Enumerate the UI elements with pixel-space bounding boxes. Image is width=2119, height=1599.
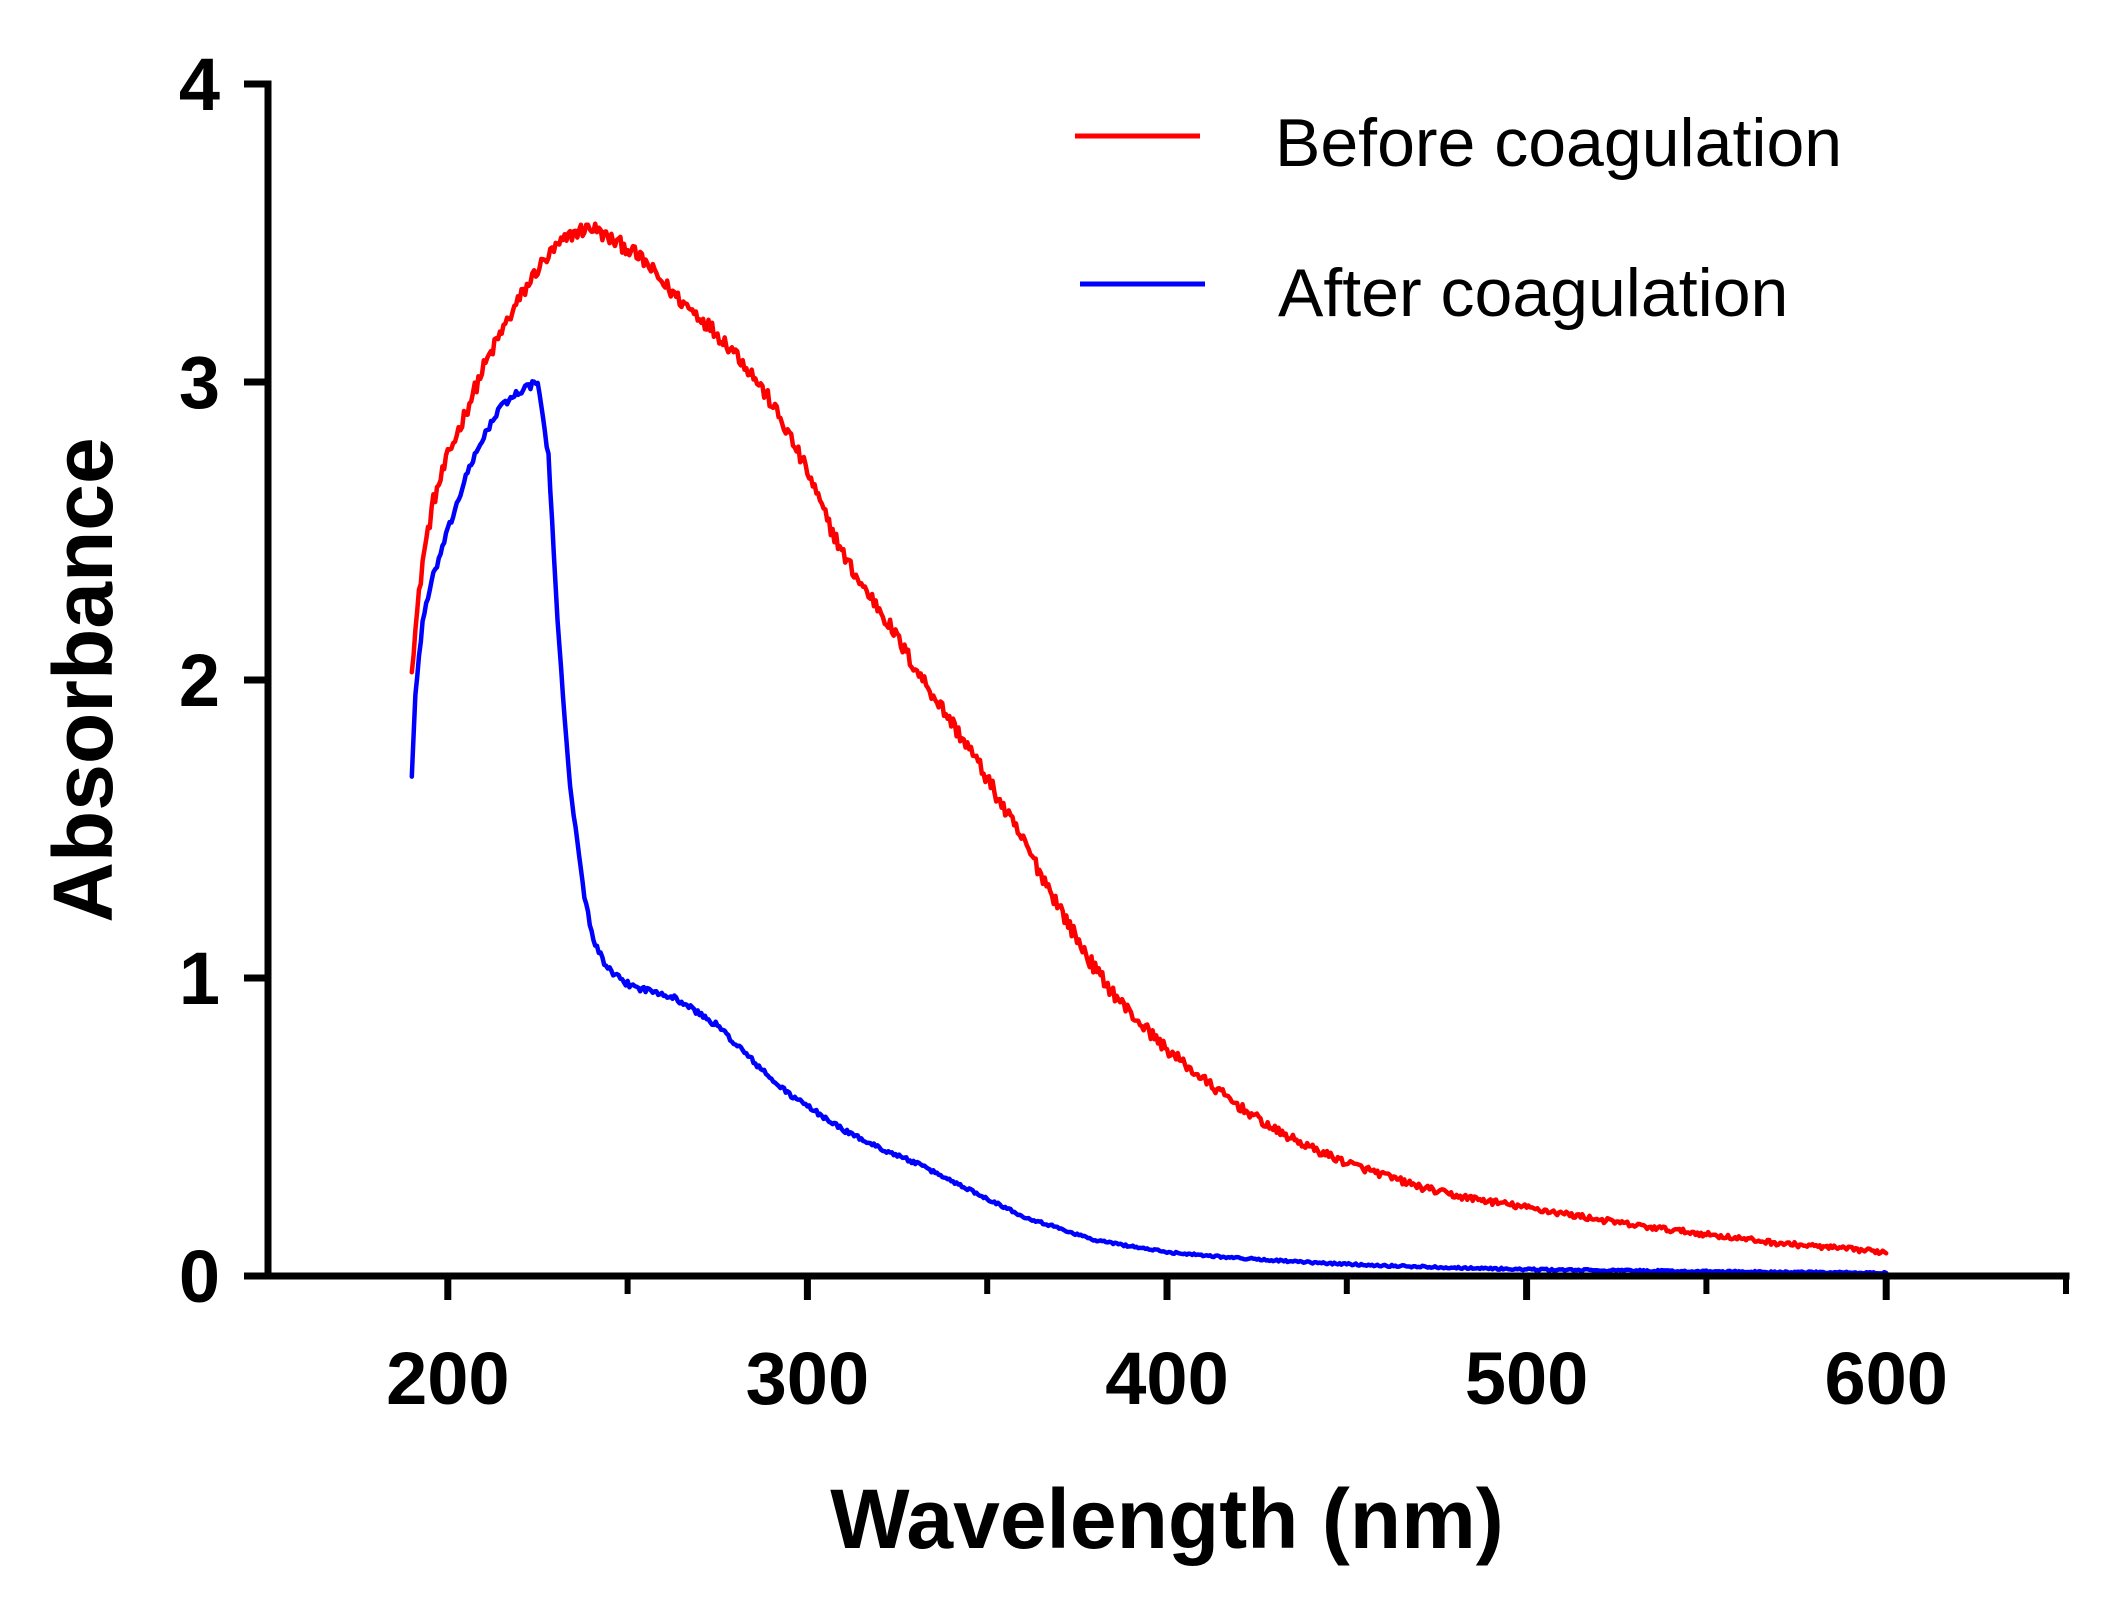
y-axis-title: Absorbance (36, 437, 130, 922)
y-tick-label-4: 4 (179, 43, 220, 126)
x-tick-label-400: 400 (1105, 1337, 1228, 1420)
axes (264, 80, 2070, 1280)
series-line-before-coagulation (409, 221, 1889, 1257)
y-tick-label-0: 0 (179, 1235, 220, 1318)
y-tick-label-1: 1 (179, 937, 220, 1020)
x-tick-label-500: 500 (1465, 1337, 1588, 1420)
series-layer (409, 221, 1889, 1276)
y-tick-label-3: 3 (179, 341, 220, 424)
legend-label-after-coagulation: After coagulation (1278, 255, 1788, 331)
legend: Before coagulation After coagulation (1075, 105, 1842, 331)
y-tick-label-2: 2 (179, 639, 220, 722)
x-axis-title: Wavelength (nm) (830, 1472, 1504, 1566)
ticks: 0 1 2 3 4 200 300 400 500 600 (179, 43, 2069, 1420)
x-tick-label-600: 600 (1824, 1337, 1947, 1420)
x-tick-label-300: 300 (746, 1337, 869, 1420)
x-tick-label-200: 200 (386, 1337, 509, 1420)
series-line-after-coagulation (409, 379, 1889, 1276)
legend-label-before-coagulation: Before coagulation (1275, 105, 1842, 181)
